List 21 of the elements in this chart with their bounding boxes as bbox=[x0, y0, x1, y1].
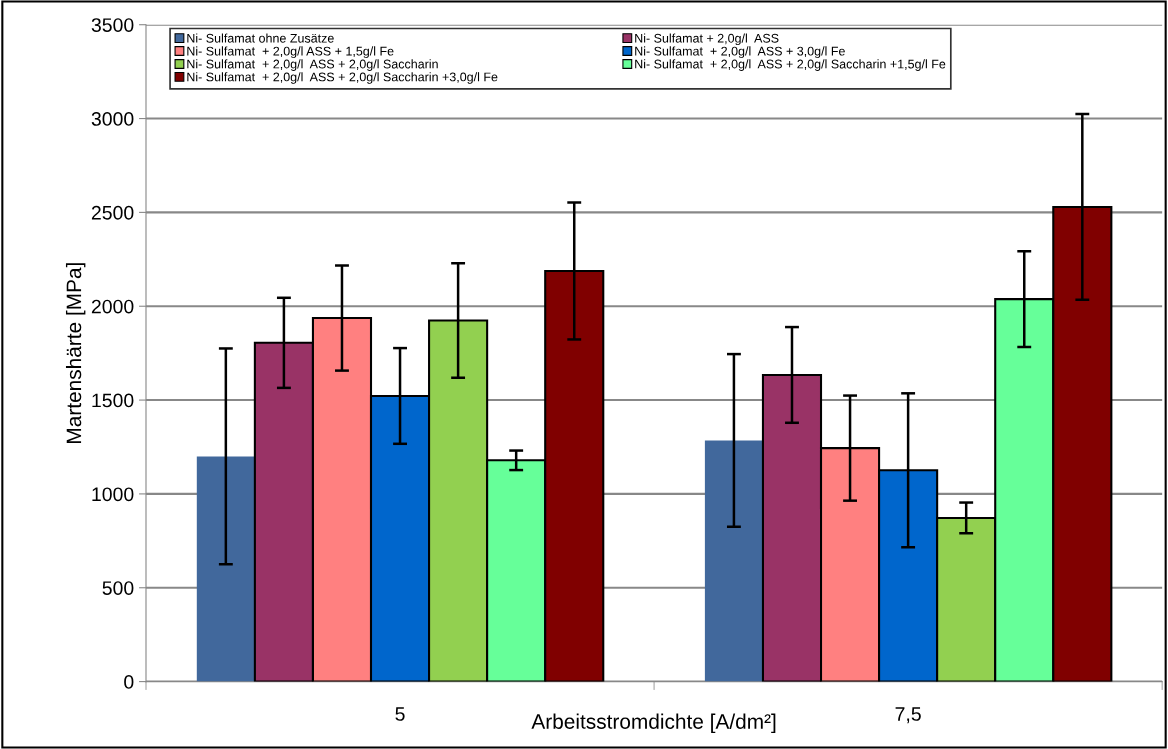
legend-label: Ni- Sulfamat + 2,0g/l ASS bbox=[635, 33, 779, 46]
y-tick-label: 2500 bbox=[91, 205, 134, 220]
x-tick-label: 7,5 bbox=[895, 707, 921, 724]
legend-label: Ni- Sulfamat + 2,0g/l ASS + 2,0g/l Saccharin +1,5g/l Fe bbox=[635, 59, 946, 71]
y-tick-label: 0 bbox=[124, 675, 134, 689]
legend-label: Ni- Sulfamat + 2,0g/l ASS + 3,0g/l Fe bbox=[635, 46, 845, 59]
legend-label: Ni- Sulfamat + 2,0g/l ASS + 2,0g/l Saccharin +3,0g/l Fe bbox=[187, 72, 498, 84]
y-tick-label: 500 bbox=[102, 581, 134, 595]
y-tick-label: 3500 bbox=[91, 18, 134, 32]
legend-label: Ni- Sulfamat + 2,0g/l ASS + 1,5g/l Fe bbox=[187, 46, 394, 59]
y-tick-label: 1000 bbox=[92, 487, 134, 502]
y-tick-label: 1500 bbox=[92, 393, 134, 408]
bar bbox=[704, 440, 763, 682]
legend-label: Ni- Sulfamat ohne Zusätze bbox=[187, 33, 334, 43]
x-tick-label: 5 bbox=[395, 707, 405, 721]
y-tick-label: 3000 bbox=[91, 112, 134, 126]
y-tick-label: 2000 bbox=[91, 299, 134, 314]
legend-label: Ni- Sulfamat + 2,0g/l ASS + 2,0g/l Saccharin bbox=[187, 59, 438, 71]
bar bbox=[196, 456, 255, 682]
y-axis-title: Martenshärte [MPa] bbox=[65, 263, 86, 443]
x-axis-title: Arbeitsstromdichte [A/dm²] bbox=[531, 713, 776, 734]
